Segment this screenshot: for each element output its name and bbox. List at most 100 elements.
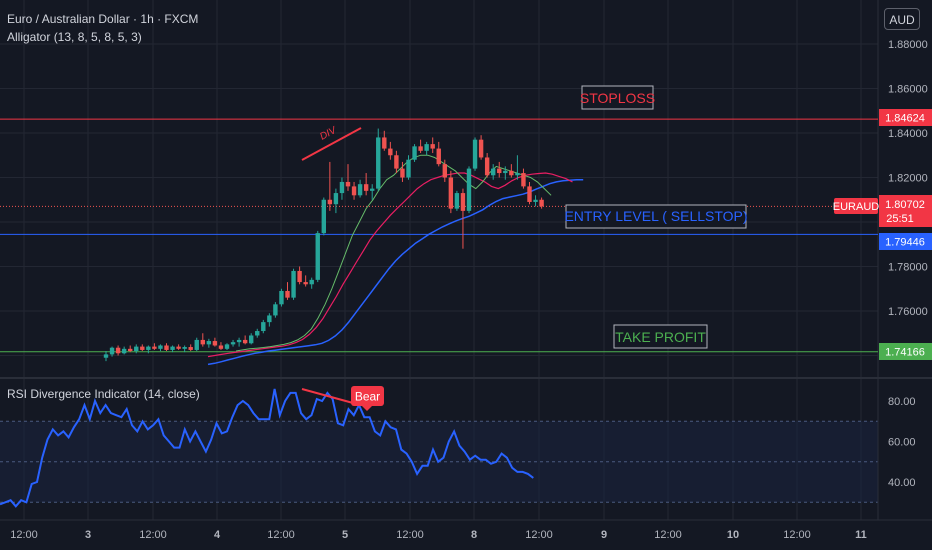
- svg-text:1.84624: 1.84624: [885, 113, 925, 125]
- candle-body: [236, 339, 242, 343]
- candle-body: [261, 322, 266, 332]
- candle-body: [285, 290, 290, 298]
- time-tick-label: 12:00: [139, 529, 167, 541]
- candle-body: [218, 345, 224, 349]
- price-tick-label: 1.88000: [888, 39, 928, 51]
- candle-body: [339, 181, 345, 194]
- symbol-tag: EURAUD: [833, 198, 879, 214]
- rsi-divergence-line: [301, 388, 354, 404]
- candle-body: [382, 137, 387, 149]
- candle-body: [109, 347, 115, 355]
- candle-body: [503, 170, 508, 174]
- price-divergence-line: [301, 127, 362, 161]
- candles: [103, 128, 544, 362]
- svg-text:1.80702: 1.80702: [885, 199, 925, 211]
- candle-body: [224, 344, 230, 349]
- time-tick-label: 3: [85, 529, 91, 541]
- candle-body: [242, 339, 248, 344]
- svg-text:1.74166: 1.74166: [885, 347, 925, 359]
- candle-body: [424, 144, 429, 151]
- candle-body: [200, 339, 205, 345]
- candle-body: [188, 347, 193, 350]
- stoploss-annotation[interactable]: STOPLOSS: [580, 85, 655, 110]
- entry-annotation[interactable]: ENTRY LEVEL ( SELLSTOP): [564, 204, 748, 229]
- candle-body: [460, 193, 466, 211]
- candle-body: [152, 346, 157, 349]
- candle-body: [394, 155, 399, 169]
- candle-body: [430, 144, 435, 149]
- rsi-tick-label: 80.00: [888, 396, 916, 408]
- candle-body: [182, 347, 187, 349]
- time-tick-label: 5: [342, 529, 348, 541]
- candle-body: [255, 331, 260, 336]
- alligator-jaw-line: [207, 178, 584, 366]
- time-axis[interactable]: 12:00 3 12:00 4 12:00 5 12:00 8 12:00 9 12:00 10 12:…: [10, 529, 867, 541]
- candle-body: [279, 290, 284, 305]
- take-profit-price-tag: 1.74166: [879, 343, 932, 360]
- candle-body: [370, 188, 375, 191]
- candle-body: [158, 345, 163, 349]
- time-tick-label: 12:00: [525, 529, 553, 541]
- candle-body: [321, 199, 326, 234]
- candle-body: [115, 347, 121, 354]
- candle-body: [164, 345, 169, 350]
- bar-countdown: 25:51: [886, 213, 914, 225]
- candle-body: [521, 173, 526, 187]
- price-tick-label: 1.78000: [888, 262, 928, 274]
- candle-body: [134, 346, 139, 352]
- candle-body: [454, 193, 460, 209]
- rsi-axis[interactable]: 80.00 60.00 40.00: [888, 396, 916, 489]
- time-tick-label: 8: [471, 529, 477, 541]
- candle-body: [363, 184, 369, 191]
- candle-body: [442, 164, 447, 178]
- candle-body: [533, 199, 538, 202]
- candle-body: [351, 186, 357, 196]
- candle-body: [121, 348, 127, 354]
- time-tick-label: 11: [855, 529, 867, 541]
- candle-body: [406, 159, 411, 178]
- candle-body: [436, 148, 441, 165]
- price-tick-label: 1.84000: [888, 128, 928, 140]
- candle-body: [176, 346, 181, 349]
- candle-body: [527, 186, 532, 202]
- time-tick-label: 12:00: [267, 529, 295, 541]
- take-profit-annotation[interactable]: TAKE PROFIT: [613, 324, 708, 349]
- candle-body: [206, 341, 212, 345]
- time-tick-label: 9: [601, 529, 607, 541]
- candle-body: [539, 199, 544, 207]
- candle-body: [315, 233, 320, 280]
- rsi-tick-label: 60.00: [888, 437, 916, 449]
- current-price-tag: 1.80702 25:51: [879, 195, 932, 227]
- candle-body: [303, 282, 308, 285]
- time-tick-label: 12:00: [396, 529, 424, 541]
- candle-body: [267, 315, 272, 323]
- entry-label: ENTRY LEVEL ( SELLSTOP): [564, 208, 747, 224]
- candle-body: [128, 348, 133, 352]
- candle-body: [515, 173, 520, 176]
- candle-body: [170, 346, 175, 350]
- rsi-tick-label: 40.00: [888, 477, 916, 489]
- time-tick-label: 10: [727, 529, 739, 541]
- time-tick-label: 12:00: [783, 529, 811, 541]
- candle-body: [297, 270, 302, 283]
- price-tick-label: 1.82000: [888, 173, 928, 185]
- symbol-title[interactable]: Euro / Australian Dollar · 1h · FXCM: [7, 12, 199, 26]
- candle-body: [491, 168, 496, 176]
- candle-body: [497, 168, 502, 174]
- candle-body: [327, 199, 333, 205]
- indicator-legend[interactable]: Alligator (13, 8, 5, 8, 5, 3): [7, 30, 142, 44]
- alligator-lips-line: [235, 154, 552, 352]
- alligator-teeth-line: [207, 172, 573, 358]
- price-tick-label: 1.86000: [888, 84, 928, 96]
- rsi-panel-title[interactable]: RSI Divergence Indicator (14, close): [7, 387, 200, 401]
- entry-price-tag: 1.79446: [879, 233, 932, 250]
- candle-body: [291, 270, 296, 298]
- candle-body: [448, 177, 454, 209]
- candle-body: [309, 279, 314, 285]
- candle-body: [357, 184, 363, 196]
- time-tick-label: 4: [214, 529, 221, 541]
- candle-body: [230, 342, 236, 345]
- candle-body: [333, 193, 339, 205]
- currency-button[interactable]: AUD: [884, 8, 920, 30]
